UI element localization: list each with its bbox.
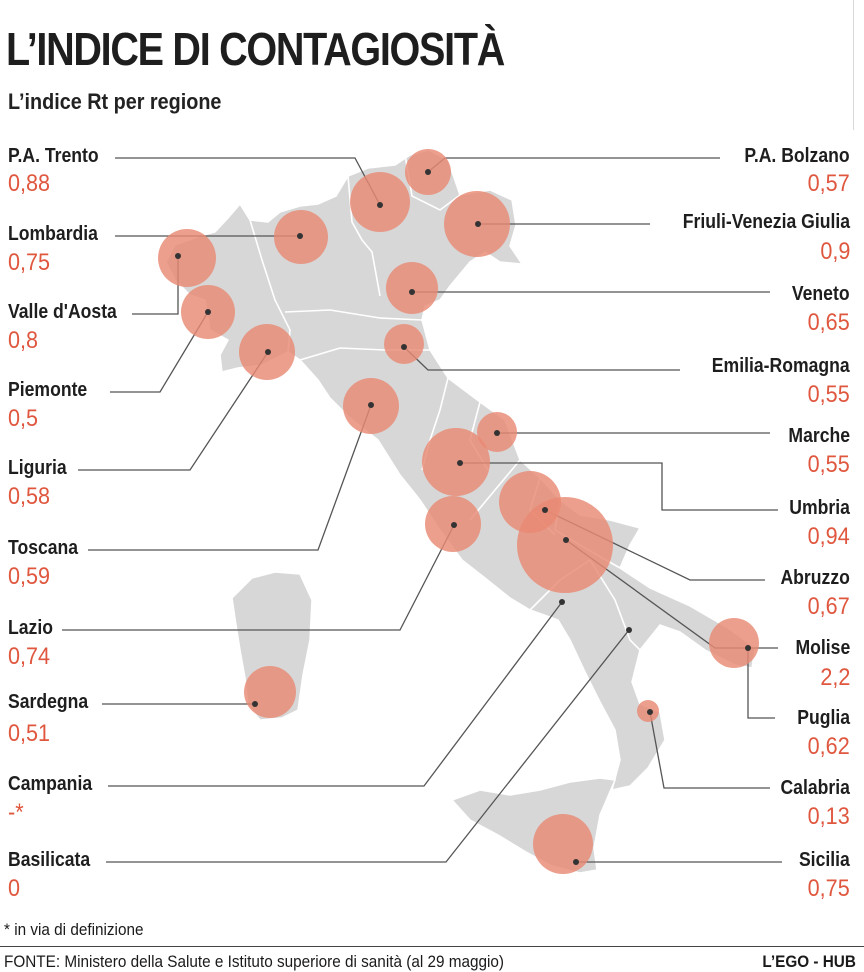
- label-puglia: Puglia: [797, 707, 850, 729]
- label-sicilia: Sicilia: [799, 849, 850, 871]
- value-valle: 0,8: [8, 327, 39, 354]
- label-piemonte: Piemonte: [8, 379, 88, 401]
- label-veneto: Veneto: [792, 283, 850, 305]
- value-emilia: 0,55: [807, 381, 850, 408]
- page-title: L’INDICE DI CONTAGIOSITÀ: [6, 23, 505, 75]
- bubble-umbria: [422, 428, 490, 496]
- leader-emilia: [403, 346, 680, 371]
- value-sicilia: 0,75: [807, 875, 850, 902]
- footnote: * in via di definizione: [4, 920, 144, 939]
- source-divider: [0, 946, 864, 947]
- label-trento: P.A. Trento: [8, 145, 99, 167]
- edge-divider: [853, 0, 864, 130]
- value-umbria: 0,94: [807, 523, 850, 550]
- bubble-valle: [158, 229, 216, 287]
- bubble-sardegna: [244, 666, 296, 718]
- rt-bubbles: [158, 149, 759, 874]
- value-marche: 0,55: [807, 451, 850, 478]
- value-calabria: 0,13: [807, 803, 850, 830]
- value-piemonte: 0,5: [8, 405, 39, 432]
- bubble-veneto: [386, 262, 438, 314]
- leader-liguria: [78, 351, 269, 471]
- value-trento: 0,88: [8, 170, 51, 197]
- leader-calabria: [649, 711, 770, 789]
- leader-basilicata: [106, 629, 630, 863]
- label-lombardia: Lombardia: [8, 223, 98, 245]
- anchor-dots: [175, 169, 751, 865]
- label-sardegna: Sardegna: [8, 691, 89, 713]
- leader-piemonte: [110, 311, 209, 393]
- brand-logo: L’EGO - HUB: [762, 952, 856, 971]
- value-liguria: 0,58: [8, 483, 51, 510]
- value-bolzano: 0,57: [807, 170, 850, 197]
- label-umbria: Umbria: [789, 497, 850, 519]
- value-campania: -*: [8, 799, 24, 826]
- label-friuli: Friuli-Venezia Giulia: [682, 211, 850, 233]
- source-credit: FONTE: Ministero della Salute e Istituto…: [4, 952, 505, 971]
- value-friuli: 0,9: [819, 238, 850, 265]
- leader-lazio: [62, 524, 455, 631]
- label-abruzzo: Abruzzo: [780, 567, 850, 589]
- label-basilicata: Basilicata: [8, 849, 91, 871]
- value-molise: 2,2: [819, 664, 850, 691]
- value-lombardia: 0,75: [8, 249, 51, 276]
- label-emilia: Emilia-Romagna: [712, 355, 850, 377]
- value-veneto: 0,65: [807, 309, 850, 336]
- label-campania: Campania: [8, 773, 93, 795]
- value-sardegna: 0,51: [8, 720, 51, 747]
- leader-toscana: [88, 404, 372, 551]
- bubble-molise: [517, 497, 613, 593]
- label-liguria: Liguria: [8, 457, 67, 479]
- label-molise: Molise: [795, 637, 850, 659]
- value-toscana: 0,59: [8, 563, 51, 590]
- value-basilicata: 0: [8, 875, 21, 902]
- leader-umbria: [460, 462, 778, 511]
- leader-campania: [108, 601, 563, 787]
- label-lazio: Lazio: [8, 617, 53, 639]
- leader-puglia: [747, 648, 775, 719]
- label-marche: Marche: [788, 425, 850, 447]
- leader-bolzano: [427, 157, 720, 173]
- value-lazio: 0,74: [8, 643, 51, 670]
- sicilia-shape: [450, 777, 617, 874]
- bubble-sicilia: [533, 814, 593, 874]
- label-bolzano: P.A. Bolzano: [744, 145, 850, 167]
- page-subtitle: L’indice Rt per regione: [8, 89, 222, 114]
- label-calabria: Calabria: [780, 777, 850, 799]
- value-abruzzo: 0,67: [807, 593, 850, 620]
- bubble-puglia: [709, 618, 759, 668]
- value-puglia: 0,62: [807, 733, 850, 760]
- label-toscana: Toscana: [8, 537, 79, 559]
- label-valle: Valle d'Aosta: [8, 301, 117, 323]
